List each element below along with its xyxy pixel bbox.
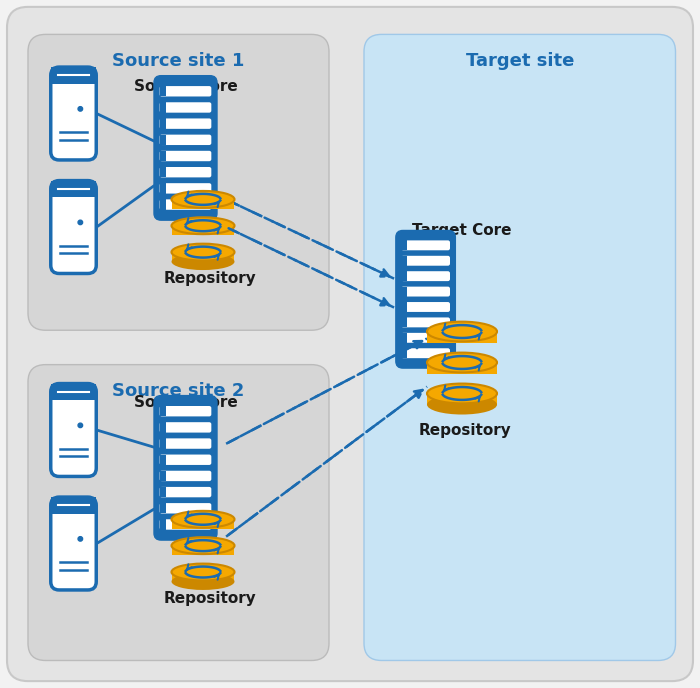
Bar [401,302,407,312]
Bar [401,287,407,297]
FancyBboxPatch shape [160,135,211,145]
Bar [52,384,95,400]
Bar [401,240,407,250]
FancyBboxPatch shape [401,348,450,358]
Bar [160,519,166,530]
Text: Source Core: Source Core [134,78,237,94]
FancyBboxPatch shape [160,519,211,530]
FancyBboxPatch shape [401,287,450,297]
Text: Target site: Target site [466,52,574,69]
FancyBboxPatch shape [50,181,97,274]
Bar [160,438,166,449]
Ellipse shape [172,217,234,234]
FancyBboxPatch shape [160,200,211,210]
Bar [160,487,166,497]
Circle shape [78,423,83,428]
FancyBboxPatch shape [401,240,450,250]
Bar [160,422,166,433]
Bar [160,86,166,96]
Bar [160,103,166,113]
Bar [172,252,234,261]
Bar [52,497,95,514]
Bar [401,271,407,281]
Circle shape [78,220,83,224]
Bar [172,546,234,555]
FancyBboxPatch shape [28,365,329,660]
FancyBboxPatch shape [401,271,450,281]
Bar [160,135,166,145]
FancyBboxPatch shape [160,167,211,178]
FancyBboxPatch shape [160,471,211,481]
FancyBboxPatch shape [401,333,450,343]
FancyBboxPatch shape [160,422,211,433]
Bar [52,181,95,197]
Bar [160,183,166,193]
Ellipse shape [172,510,234,528]
Text: Source site 2: Source site 2 [112,382,244,400]
FancyBboxPatch shape [7,7,693,681]
Ellipse shape [172,563,234,581]
Ellipse shape [172,537,234,554]
FancyBboxPatch shape [396,230,455,368]
FancyBboxPatch shape [160,86,211,96]
Bar [401,333,407,343]
FancyBboxPatch shape [50,384,97,477]
FancyBboxPatch shape [154,396,217,540]
Ellipse shape [427,353,497,372]
Bar [160,455,166,465]
Circle shape [78,537,83,541]
Text: Repository: Repository [419,422,512,438]
FancyBboxPatch shape [28,34,329,330]
FancyBboxPatch shape [160,118,211,129]
Bar [401,317,407,327]
FancyBboxPatch shape [160,455,211,465]
Bar [401,256,407,266]
FancyBboxPatch shape [50,497,97,590]
Ellipse shape [427,395,497,414]
Bar [172,200,234,209]
Text: Source Core: Source Core [134,395,237,410]
FancyBboxPatch shape [154,76,217,220]
FancyBboxPatch shape [160,487,211,497]
Bar [160,503,166,513]
FancyBboxPatch shape [160,183,211,193]
Circle shape [78,107,83,111]
FancyBboxPatch shape [160,103,211,113]
Text: Repository: Repository [164,591,256,606]
Bar [160,167,166,178]
Bar [52,67,95,84]
Bar [427,394,497,405]
Bar [160,200,166,210]
Bar [427,363,497,374]
FancyBboxPatch shape [160,406,211,416]
Bar [160,471,166,481]
Bar [160,406,166,416]
Bar [160,118,166,129]
Text: Repository: Repository [164,271,256,286]
Bar [172,572,234,581]
FancyBboxPatch shape [401,317,450,327]
Ellipse shape [427,384,497,403]
FancyBboxPatch shape [160,151,211,161]
Ellipse shape [172,191,234,208]
Text: Source site 1: Source site 1 [112,52,244,69]
FancyBboxPatch shape [50,67,97,160]
Ellipse shape [172,253,234,270]
FancyBboxPatch shape [364,34,676,660]
FancyBboxPatch shape [401,302,450,312]
Bar [160,151,166,161]
Bar [401,348,407,358]
FancyBboxPatch shape [401,256,450,266]
FancyBboxPatch shape [160,438,211,449]
FancyBboxPatch shape [160,503,211,513]
Ellipse shape [427,322,497,341]
Text: Target Core: Target Core [412,223,512,238]
Ellipse shape [172,573,234,590]
Ellipse shape [172,244,234,261]
Bar [172,226,234,235]
Bar [172,519,234,529]
Bar [427,332,497,343]
